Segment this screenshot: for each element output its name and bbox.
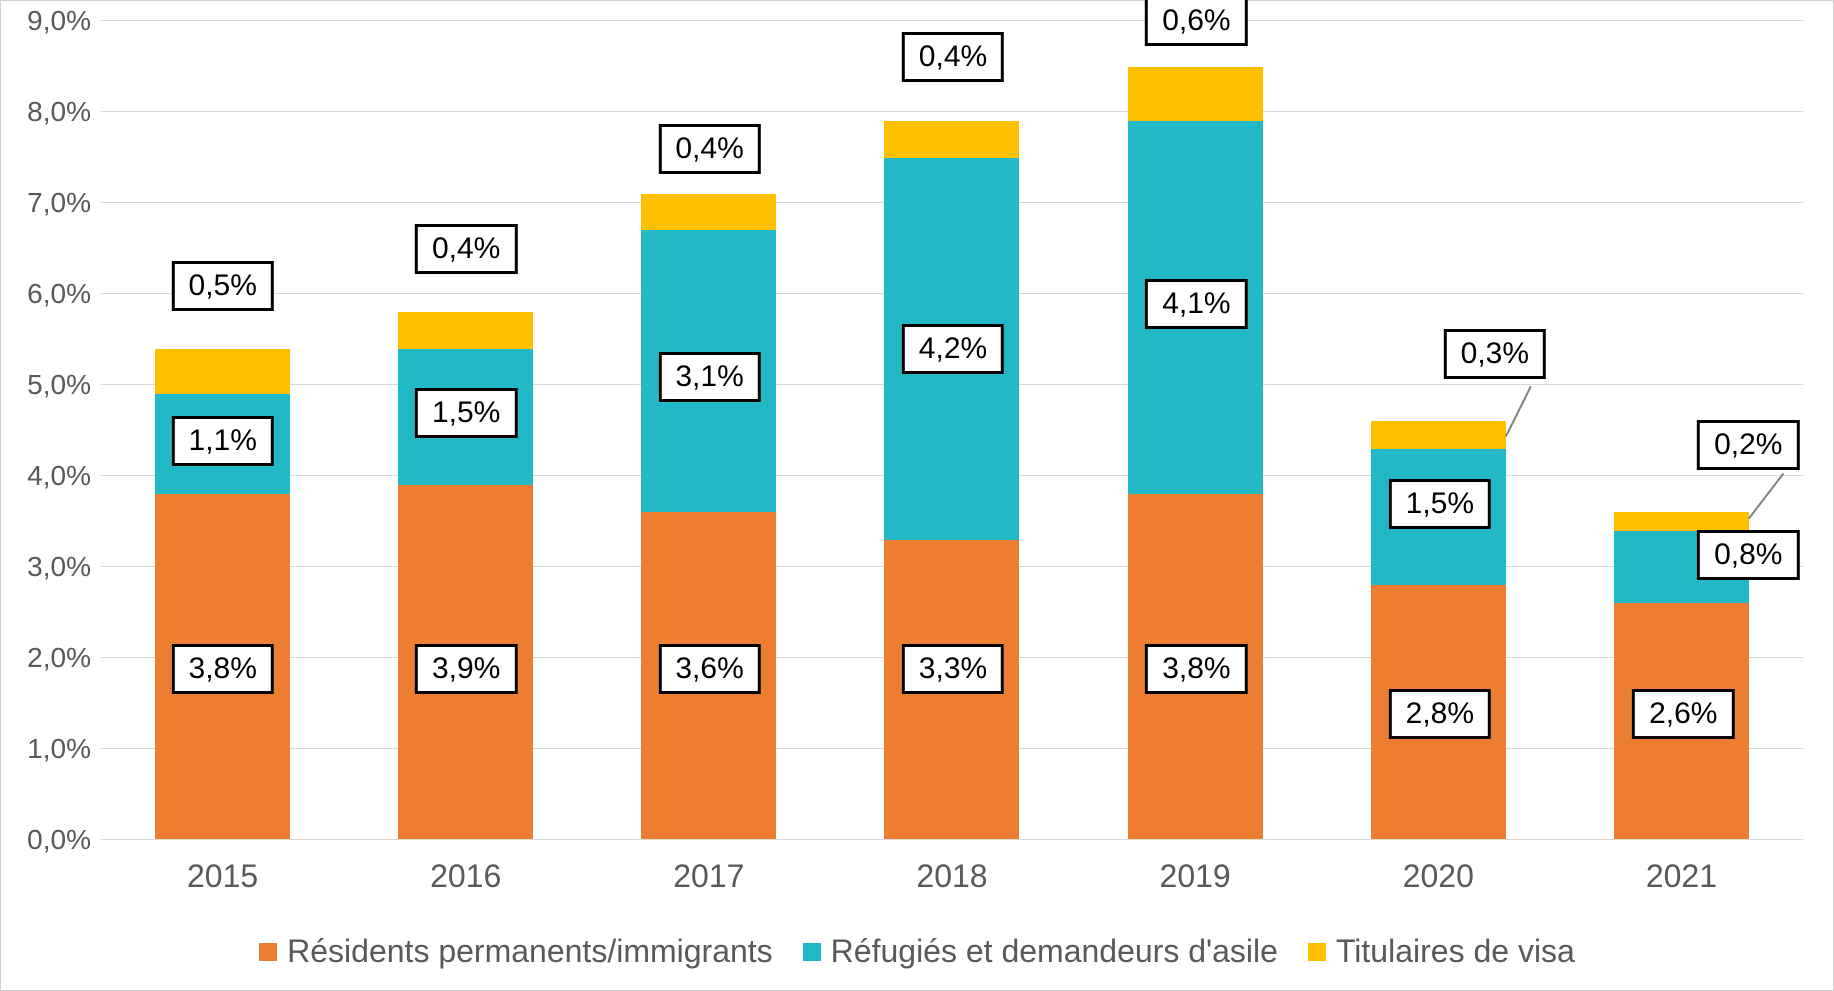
- legend-label: Résidents permanents/immigrants: [287, 933, 773, 970]
- legend-label: Réfugiés et demandeurs d'asile: [831, 933, 1278, 970]
- legend-swatch: [1308, 943, 1326, 961]
- bar-segment: [155, 394, 290, 494]
- legend-item: Titulaires de visa: [1308, 933, 1575, 970]
- bar-segment: [1371, 449, 1506, 585]
- x-tick-label: 2015: [187, 858, 258, 895]
- bar-segment: [641, 230, 776, 512]
- x-tick-label: 2020: [1403, 858, 1474, 895]
- bar-group: [398, 21, 533, 840]
- bar-segment: [155, 349, 290, 395]
- x-tick-label: 2016: [430, 858, 501, 895]
- chart-legend: Résidents permanents/immigrants Réfugiés …: [1, 933, 1833, 970]
- x-tick-label: 2021: [1646, 858, 1717, 895]
- bar-segment: [155, 494, 290, 840]
- legend-swatch: [259, 943, 277, 961]
- bar-segment: [398, 485, 533, 840]
- bar-segment: [884, 121, 1019, 157]
- bar-group: [1614, 21, 1749, 840]
- bar-segment: [1128, 494, 1263, 840]
- y-tick-label: 4,0%: [11, 460, 91, 492]
- bar-segment: [1614, 531, 1749, 604]
- y-tick-label: 5,0%: [11, 369, 91, 401]
- bar-segment: [641, 194, 776, 230]
- x-tick-label: 2019: [1160, 858, 1231, 895]
- y-tick-label: 6,0%: [11, 278, 91, 310]
- plot-area: 0,0%1,0%2,0%3,0%4,0%5,0%6,0%7,0%8,0%9,0%…: [101, 21, 1803, 840]
- bar-segment: [398, 312, 533, 348]
- legend-item: Résidents permanents/immigrants: [259, 933, 773, 970]
- bar-segment: [1128, 121, 1263, 494]
- y-tick-label: 7,0%: [11, 187, 91, 219]
- bar-group: [884, 21, 1019, 840]
- bar-group: [1128, 21, 1263, 840]
- stacked-bar-chart: 0,0% 1,0% 2,0% 3,0% 4,0% 5,0% 6,0% 7,0% 8,0% 9,0%…: [0, 0, 1834, 991]
- bar-segment: [398, 349, 533, 485]
- bar-group: [1371, 21, 1506, 840]
- legend-item: Réfugiés et demandeurs d'asile: [803, 933, 1278, 970]
- y-tick-label: 3,0%: [11, 551, 91, 583]
- bar-segment: [1371, 585, 1506, 840]
- x-tick-label: 2017: [673, 858, 744, 895]
- y-tick-label: 0,0%: [11, 824, 91, 856]
- bars-row: [101, 21, 1803, 840]
- legend-swatch: [803, 943, 821, 961]
- legend-label: Titulaires de visa: [1336, 933, 1575, 970]
- bar-segment: [884, 158, 1019, 540]
- bar-segment: [1614, 603, 1749, 840]
- y-tick-label: 1,0%: [11, 733, 91, 765]
- x-axis-line: [101, 839, 1803, 840]
- bar-segment: [884, 540, 1019, 840]
- x-tick-label: 2018: [916, 858, 987, 895]
- bar-group: [155, 21, 290, 840]
- y-tick-label: 2,0%: [11, 642, 91, 674]
- bar-segment: [1371, 421, 1506, 448]
- y-tick-label: 9,0%: [11, 5, 91, 37]
- x-axis-labels: 2015 2016 2017 2018 2019 2020 2021: [101, 858, 1803, 895]
- bar-group: [641, 21, 776, 840]
- y-tick-label: 8,0%: [11, 96, 91, 128]
- bar-segment: [641, 512, 776, 840]
- bar-segment: [1128, 67, 1263, 122]
- bar-segment: [1614, 512, 1749, 530]
